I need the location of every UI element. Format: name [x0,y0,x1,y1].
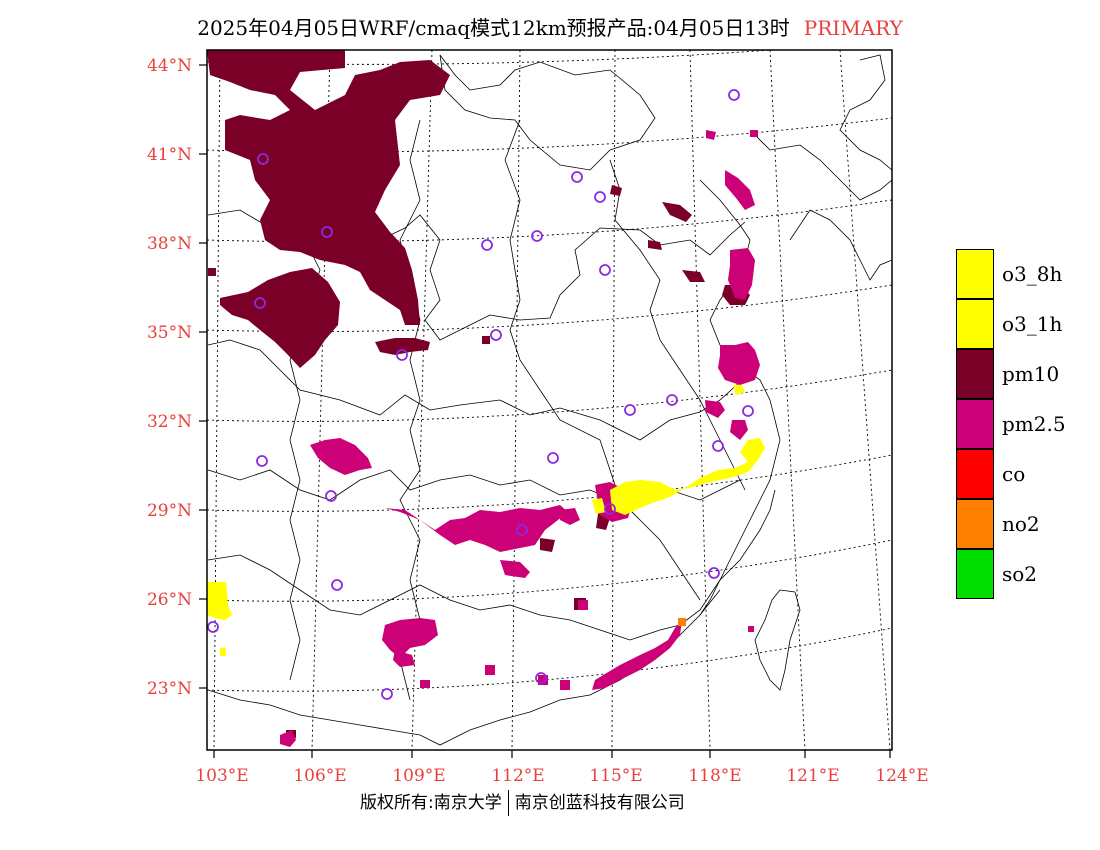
pm25-regions [280,130,760,747]
graticule [207,50,892,750]
copyright-right: 南京创蓝科技有限公司 [514,793,685,813]
lat-label: 41°N [147,145,192,165]
pm10-regions [207,50,750,738]
lat-labels: 44°N 41°N 38°N 35°N 32°N 29°N 26°N 23°N [147,56,192,699]
station-markers [207,89,754,700]
lat-label: 38°N [147,234,192,254]
legend-label: o3_1h [1002,312,1063,336]
lon-label: 106°E [293,766,346,786]
legend-swatch [956,299,994,349]
copyright-footer: 版权所有:南京大学 南京创蓝科技有限公司 [360,788,685,816]
lon-label: 115°E [589,766,642,786]
map-title: 2025年04月05日WRF/cmaq模式12km预报产品:04月05日13时 P… [0,12,1100,41]
boundaries [207,54,892,746]
lon-label: 103°E [195,766,248,786]
legend-swatch [956,249,994,299]
lat-label: 23°N [147,679,192,699]
lon-label: 109°E [392,766,445,786]
legend-label: o3_8h [1002,262,1063,286]
lon-label: 124°E [875,766,928,786]
lat-label: 35°N [147,323,192,343]
o3-regions [207,385,765,656]
lat-ticks [199,64,207,689]
legend-label: no2 [1002,512,1040,536]
map-frame [206,49,893,751]
legend-swatch [956,449,994,499]
lat-label: 29°N [147,501,192,521]
legend-swatch [956,399,994,449]
lat-label: 26°N [147,590,192,610]
legend-swatch [956,349,994,399]
copyright-left: 版权所有:南京大学 [360,793,502,813]
lat-label: 44°N [147,56,192,76]
legend-swatch [956,549,994,599]
lon-label: 121°E [786,766,839,786]
lon-ticks [213,750,891,758]
legend-label: pm2.5 [1002,412,1066,436]
legend-swatch [956,499,994,549]
lon-labels: 103°E 106°E 109°E 112°E 115°E 118°E 121°… [195,766,928,786]
legend-label: so2 [1002,562,1038,586]
legend-label: pm10 [1002,362,1060,386]
lon-label: 112°E [491,766,544,786]
no2-regions [678,618,686,626]
primary-tag: PRIMARY [803,16,903,40]
lon-label: 118°E [688,766,741,786]
footer-separator [507,790,509,816]
lat-label: 32°N [147,412,192,432]
title-text: 2025年04月05日WRF/cmaq模式12km预报产品:04月05日13时 [197,16,790,40]
legend-label: co [1002,462,1026,486]
